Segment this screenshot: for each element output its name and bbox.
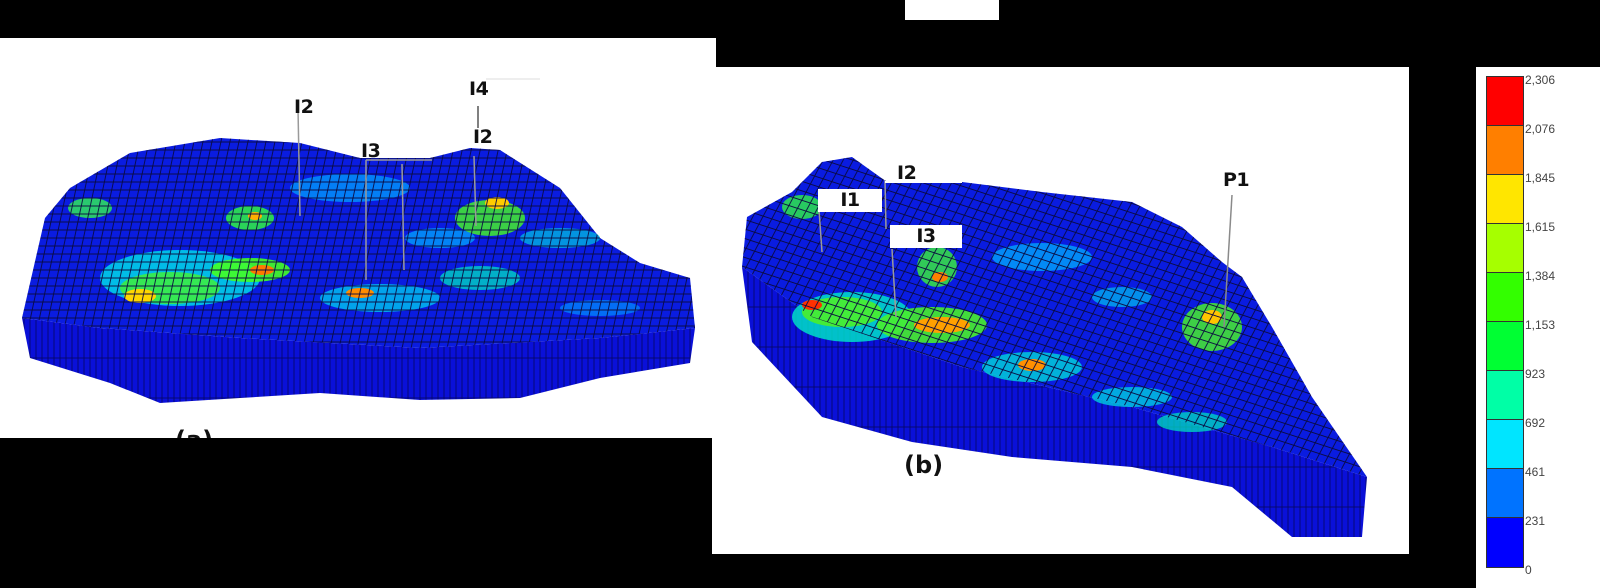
well-label-i3: I3 xyxy=(890,225,962,248)
colorbar-segment xyxy=(1487,273,1523,322)
colorbar-segment xyxy=(1487,77,1523,126)
colorbar-tick: 1,384 xyxy=(1525,269,1556,283)
colorbar-tick: 692 xyxy=(1525,416,1546,430)
colorbar-segment xyxy=(1487,322,1523,371)
panel-b-reservoir-view: I1 I2 I3 P1 (b) xyxy=(712,67,1409,554)
colorbar-segment xyxy=(1487,224,1523,273)
colorbar-segment xyxy=(1487,175,1523,224)
well-label-i1: I1 xyxy=(818,189,882,212)
colorbar-tick: 2,306 xyxy=(1525,73,1556,87)
reservoir-grid-b xyxy=(742,157,1367,537)
colorbar-tick: 461 xyxy=(1525,465,1546,479)
colorbar-legend: 2,306 2,076 1,845 1,615 1,384 1,153 923 … xyxy=(1476,67,1600,588)
colorbar-tick: 231 xyxy=(1525,514,1546,528)
colorbar-tick: 1,153 xyxy=(1525,318,1556,332)
colorbar-segment xyxy=(1487,371,1523,420)
colorbar-tick: 1,845 xyxy=(1525,171,1556,185)
well-label-i4: I4 xyxy=(469,78,489,100)
colorbar-segment xyxy=(1487,420,1523,469)
well-label-i2: I2 xyxy=(897,162,917,184)
colorbar-tick: 1,615 xyxy=(1525,220,1556,234)
reservoir-grid-a xyxy=(22,78,695,403)
well-label-i3: I3 xyxy=(361,140,381,162)
colorbar-tick: 2,076 xyxy=(1525,122,1556,136)
well-label-i2-second: I2 xyxy=(473,126,493,148)
panel-label-a: (a) xyxy=(175,426,213,438)
colorbar-tick: 923 xyxy=(1525,367,1546,381)
panel-label-b: (b) xyxy=(904,451,944,479)
colorbar-segment xyxy=(1487,518,1523,567)
well-label-i2: I2 xyxy=(294,96,314,118)
colorbar-tick: 0 xyxy=(1525,563,1532,577)
panel-a-reservoir-view: I2 I3 I4 I2 (a) xyxy=(0,38,716,438)
colorbar xyxy=(1486,76,1524,568)
colorbar-segment xyxy=(1487,126,1523,175)
well-label-p1: P1 xyxy=(1223,169,1250,191)
colorbar-segment xyxy=(1487,469,1523,518)
blank-tab-region xyxy=(905,0,999,20)
